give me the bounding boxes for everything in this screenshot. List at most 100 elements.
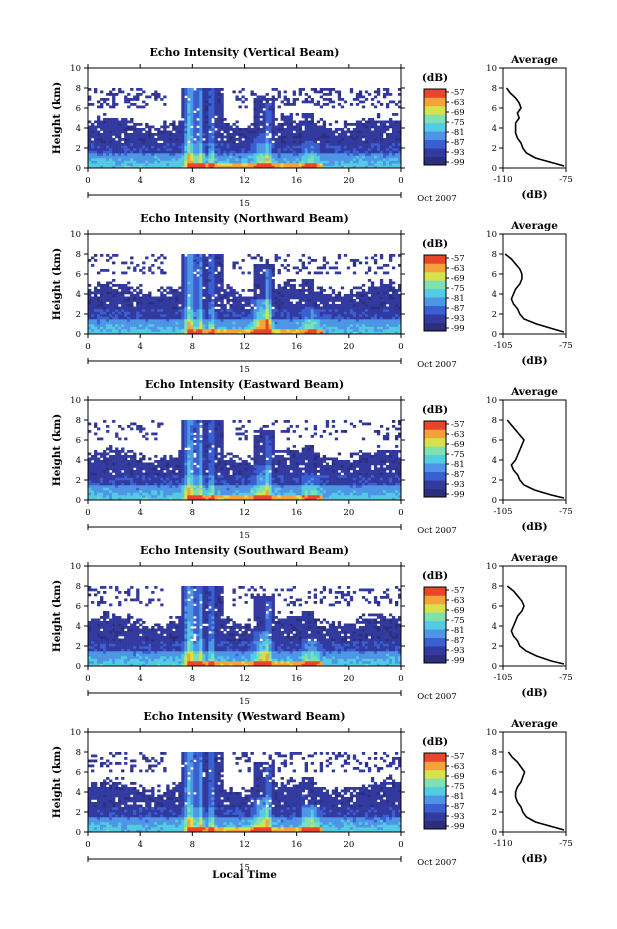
heatmap-cell	[97, 158, 101, 161]
heatmap-cell	[310, 324, 315, 327]
heatmap-cell	[229, 304, 233, 307]
heatmap-cell	[358, 153, 363, 156]
heatmap-cell	[286, 133, 290, 136]
heatmap-cell	[253, 296, 257, 300]
heatmap-cell	[133, 138, 137, 141]
heatmap-cell	[343, 254, 348, 257]
x-tick-label: 16	[291, 176, 302, 186]
heatmap-cell	[181, 88, 185, 91]
heatmap-cell	[262, 118, 266, 121]
heatmap-cell	[271, 138, 275, 141]
heatmap-cell	[259, 324, 263, 327]
heatmap-cell	[394, 331, 399, 335]
heatmap-cell	[343, 321, 348, 325]
heatmap-cell	[217, 133, 221, 136]
heatmap-cell	[271, 324, 275, 327]
heatmap-cell	[325, 324, 330, 327]
heatmap-cell	[178, 135, 182, 139]
heatmap-cell	[304, 309, 308, 312]
heatmap-cell	[268, 271, 272, 275]
heatmap-cell	[229, 329, 233, 332]
heatmap-cell	[346, 331, 351, 335]
heatmap-cell	[202, 165, 206, 169]
heatmap-cell	[277, 284, 281, 287]
heatmap-cell	[130, 138, 134, 141]
heatmap-cell	[235, 120, 239, 124]
heatmap-cell	[382, 289, 387, 292]
heatmap-cell	[256, 95, 260, 99]
heatmap-cell	[286, 128, 290, 131]
heatmap-cell	[97, 309, 101, 312]
heatmap-cell	[139, 130, 143, 134]
heatmap-cell	[337, 299, 342, 302]
heatmap-cell	[328, 329, 333, 332]
heatmap-cell	[217, 128, 221, 131]
heatmap-cell	[301, 319, 305, 322]
heatmap-cell	[232, 291, 236, 295]
heatmap-cell	[109, 135, 113, 139]
heatmap-cell	[361, 158, 366, 161]
heatmap-cell	[103, 457, 107, 461]
profile-y-tick-label: 8	[492, 84, 497, 94]
heatmap-cell	[322, 140, 327, 144]
heatmap-cell	[202, 324, 206, 327]
heatmap-cell	[118, 311, 122, 315]
heatmap-cell	[361, 296, 366, 300]
colorbar-frame	[423, 88, 447, 166]
heatmap-cell	[100, 485, 104, 488]
heatmap-cell	[142, 319, 146, 322]
heatmap-cell	[88, 95, 92, 99]
heatmap-cell	[196, 115, 200, 119]
heatmap-cell	[175, 158, 179, 161]
heatmap-cell	[208, 148, 212, 151]
heatmap-cell	[307, 113, 312, 116]
heatmap-cell	[100, 331, 104, 335]
heatmap-cell	[337, 143, 342, 146]
heatmap-cell	[88, 311, 92, 315]
heatmap-cell	[319, 309, 324, 312]
heatmap-cell	[142, 90, 146, 94]
profile-y-tick-label: 4	[492, 124, 497, 134]
heatmap-cell	[193, 326, 197, 330]
heatmap-cell	[286, 296, 290, 300]
heatmap-cell	[145, 329, 149, 332]
heatmap-cell	[289, 115, 293, 119]
heatmap-cell	[379, 286, 384, 290]
heatmap-cell	[289, 130, 293, 134]
heatmap-cell	[280, 115, 284, 119]
heatmap-cell	[286, 98, 290, 101]
heatmap-cell	[181, 311, 185, 315]
heatmap-cell	[94, 135, 98, 139]
heatmap-cell	[379, 135, 384, 139]
heatmap-cell	[307, 314, 312, 317]
heatmap-cell	[214, 145, 218, 149]
heatmap-cell	[139, 309, 143, 312]
heatmap-cell	[187, 120, 191, 124]
heatmap-cell	[184, 110, 188, 114]
heatmap-cell	[118, 291, 122, 295]
heatmap-cell	[214, 100, 218, 104]
heatmap-cell	[193, 286, 197, 290]
heatmap-cell	[301, 158, 305, 161]
heatmap-cell	[397, 128, 402, 131]
heatmap-cell	[112, 120, 116, 124]
heatmap-cell	[97, 289, 101, 292]
heatmap-cell	[394, 130, 399, 134]
heatmap-cell	[277, 145, 281, 149]
heatmap-cell	[115, 329, 119, 332]
heatmap-cell	[322, 125, 327, 129]
heatmap-cell	[118, 160, 122, 164]
heatmap-cell	[292, 148, 296, 151]
heatmap-cell	[103, 319, 107, 322]
heatmap-cell	[118, 460, 122, 463]
heatmap-cell	[190, 321, 194, 325]
heatmap-cell	[241, 165, 245, 169]
heatmap-cell	[142, 296, 146, 300]
heatmap-cell	[295, 155, 299, 159]
heatmap-cell	[205, 143, 209, 146]
heatmap-cell	[124, 311, 128, 315]
heatmap-cell	[97, 497, 101, 501]
heatmap-cell	[265, 306, 269, 310]
heatmap-cell	[121, 289, 125, 292]
